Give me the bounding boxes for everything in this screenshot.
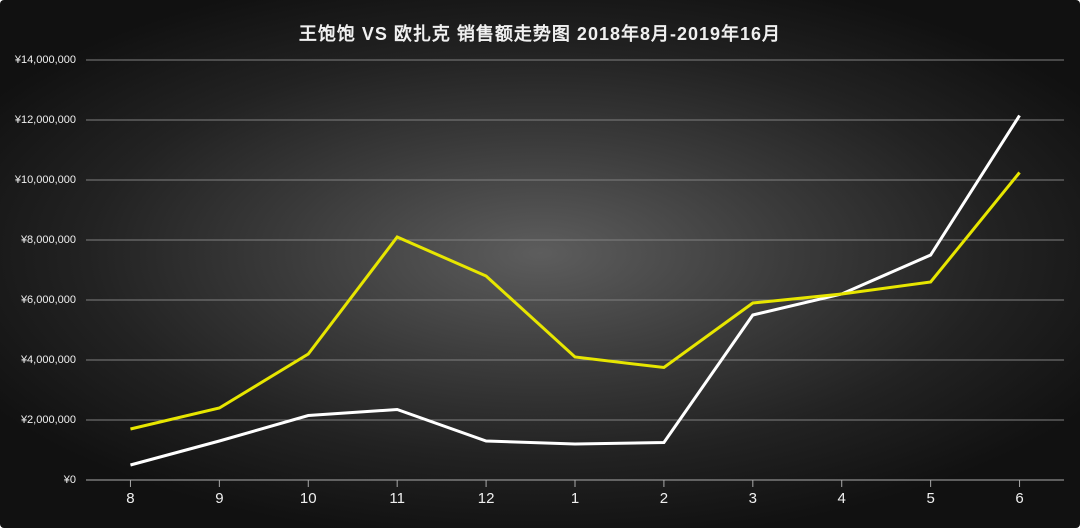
- x-tick-label: 5: [926, 490, 934, 507]
- x-tick-label: 2: [660, 490, 668, 507]
- sales-line-chart: 王饱饱 VS 欧扎克 销售额走势图 2018年8月-2019年16月 ¥0¥2,…: [0, 0, 1080, 528]
- y-tick-label: ¥12,000,000: [0, 114, 82, 126]
- chart-canvas: [0, 0, 1080, 528]
- y-tick-label: ¥6,000,000: [0, 294, 82, 306]
- x-tick-label: 4: [838, 490, 846, 507]
- x-tick-label: 8: [126, 490, 134, 507]
- series-line-欧扎克: [130, 173, 1019, 430]
- x-tick-label: 11: [389, 490, 405, 507]
- x-tick-label: 10: [300, 490, 317, 507]
- y-tick-label: ¥0: [0, 474, 82, 486]
- y-tick-label: ¥4,000,000: [0, 354, 82, 366]
- x-tick-label: 9: [215, 490, 223, 507]
- x-tick-label: 12: [478, 490, 495, 507]
- series-line-王饱饱: [130, 116, 1019, 466]
- y-tick-label: ¥14,000,000: [0, 54, 82, 66]
- x-tick-label: 3: [749, 490, 757, 507]
- y-tick-label: ¥2,000,000: [0, 414, 82, 426]
- y-tick-label: ¥8,000,000: [0, 234, 82, 246]
- x-tick-label: 6: [1015, 490, 1023, 507]
- y-tick-label: ¥10,000,000: [0, 174, 82, 186]
- x-tick-label: 1: [571, 490, 579, 507]
